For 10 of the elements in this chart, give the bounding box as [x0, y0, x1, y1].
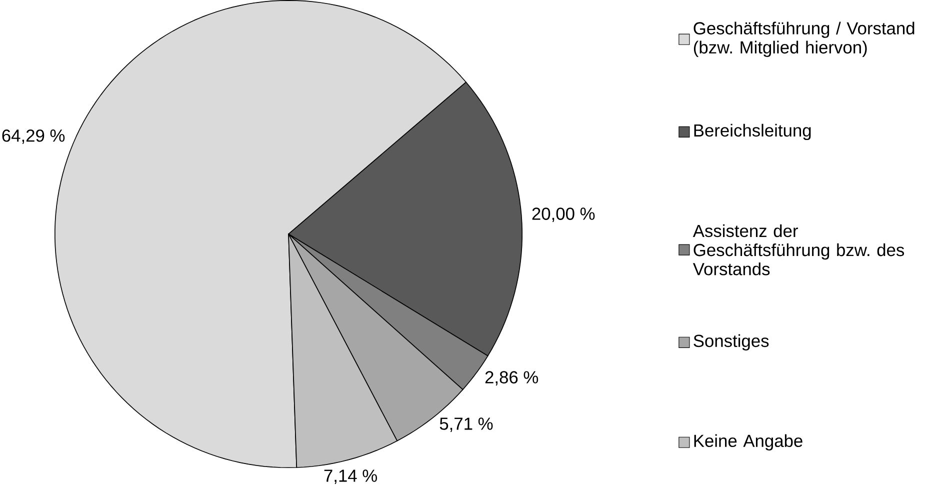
legend-label: Bereichsleitung [694, 124, 811, 140]
legend-label: Sonstiges [694, 334, 769, 350]
legend-label: Assistenz der Geschäftsführung bzw. des Vorstands [692, 224, 904, 276]
data-label: 5,71 % [440, 417, 493, 432]
data-label: 64,29 % [2, 129, 65, 144]
legend-label: Keine Angabe [694, 434, 802, 450]
legend-label: Geschäftsführung / Vorstand (bzw. Mitglied hiervon) [694, 22, 914, 57]
data-label: 7,14 % [324, 469, 377, 484]
data-label: 20,00 % [532, 207, 595, 222]
data-label: 2,86 % [485, 370, 538, 386]
